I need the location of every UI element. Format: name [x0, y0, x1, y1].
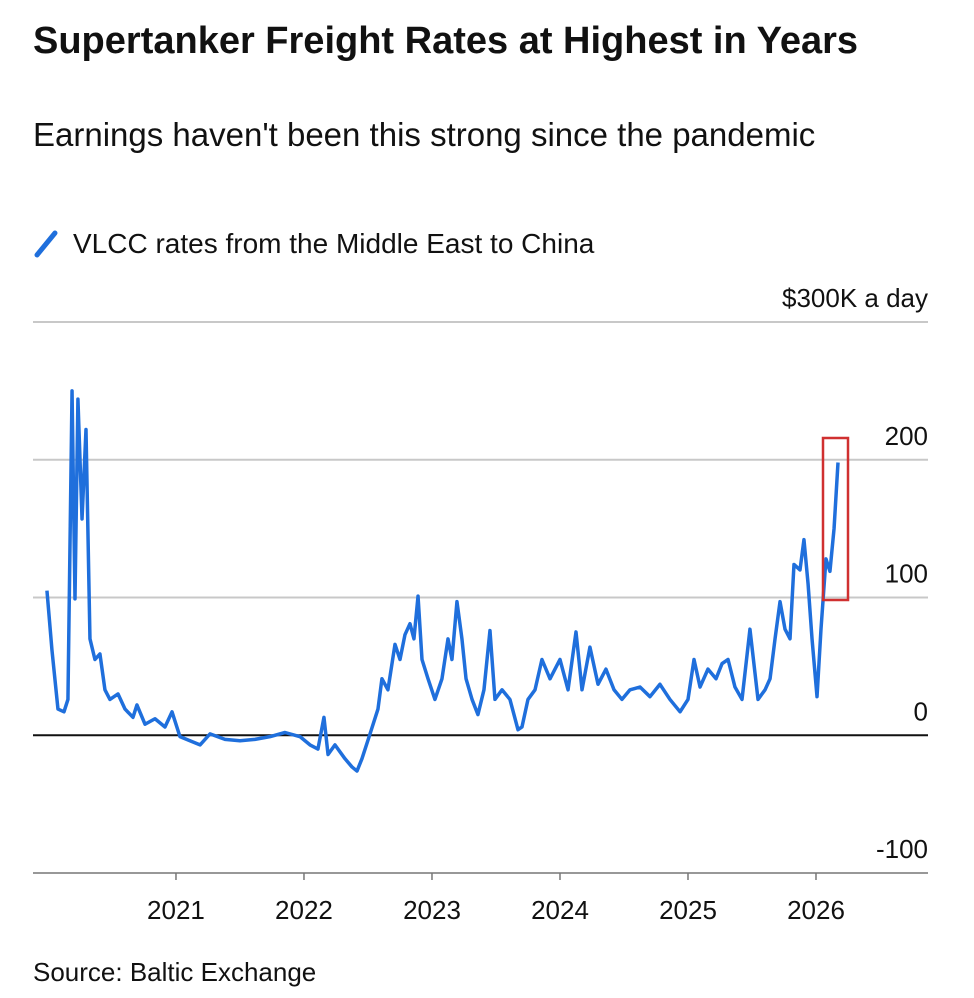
- chart: 2026 2025 2024 2023 2022 2021 $300K a day 200 10…: [33, 283, 928, 925]
- source-note: Source: Baltic Exchange: [33, 957, 317, 987]
- y-tick-label: 100: [885, 559, 928, 589]
- y-tick-label: $300K a day: [782, 283, 928, 313]
- chart-title: Supertanker Freight Rates at Highest in …: [33, 20, 859, 62]
- x-tick-label: 2023: [403, 895, 461, 925]
- series-line: [45, 389, 840, 773]
- x-tick-label: 2025: [659, 895, 717, 925]
- y-tick-label: 200: [885, 421, 928, 451]
- legend-swatch: [34, 230, 58, 258]
- x-tick-label: 2021: [147, 895, 205, 925]
- chart-subtitle: Earnings haven't been this strong since …: [33, 116, 816, 153]
- legend-label: VLCC rates from the Middle East to China: [73, 228, 595, 259]
- x-tick-label: 2024: [531, 895, 589, 925]
- x-tick-label: 2026: [787, 895, 845, 925]
- legend: VLCC rates from the Middle East to China: [33, 226, 594, 262]
- y-tick-label: 0: [914, 696, 928, 726]
- x-tick-label: 2022: [275, 895, 333, 925]
- highlight-box: [821, 436, 850, 602]
- y-tick-label: -100: [876, 834, 928, 864]
- legend-swatch-line: [34, 230, 58, 258]
